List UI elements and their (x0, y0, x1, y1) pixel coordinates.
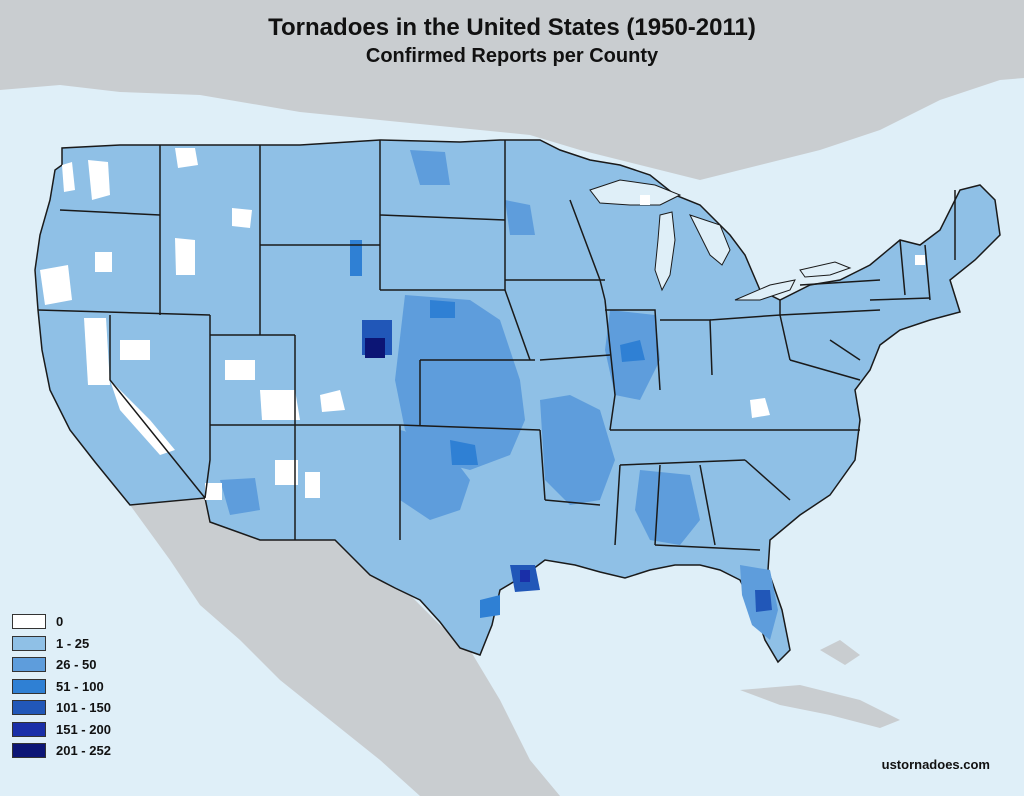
legend-swatch (12, 721, 46, 737)
legend-label: 1 - 25 (56, 635, 90, 651)
source-credit: ustornadoes.com (881, 757, 990, 772)
map-subtitle: Confirmed Reports per County (365, 45, 659, 67)
zero-count-counties (40, 148, 925, 500)
legend-item: 201 - 252 (12, 740, 111, 762)
legend-label: 26 - 50 (56, 657, 97, 673)
lake-huron (689, 214, 731, 266)
legend-swatch (12, 614, 46, 630)
legend-item: 26 - 50 (12, 654, 111, 676)
lake-ontario (799, 261, 852, 278)
bahamas-landmass (820, 640, 860, 665)
legend-label: 101 - 150 (56, 700, 111, 716)
legend-label: 51 - 100 (56, 678, 104, 694)
county-clusters (220, 150, 778, 640)
cuba-landmass (740, 685, 900, 728)
lake-erie (734, 279, 796, 301)
legend-label: 201 - 252 (56, 743, 111, 759)
legend-swatch (12, 657, 46, 673)
legend-item: 1 - 25 (12, 633, 111, 655)
map-title: Tornadoes in the United States (1950-201… (268, 14, 756, 41)
legend-label: 0 (56, 614, 64, 630)
legend-item: 0 (12, 611, 111, 633)
lake-superior (589, 179, 682, 206)
state-borders (37, 140, 956, 551)
canada-landmass (0, 0, 1024, 180)
legend-swatch (12, 743, 46, 759)
legend: 0 1 - 25 26 - 50 51 - 100 101 - 150 151 … (12, 611, 111, 762)
lake-michigan (654, 211, 676, 292)
legend-label: 151 - 200 (56, 721, 111, 737)
legend-swatch (12, 700, 46, 716)
legend-item: 101 - 150 (12, 697, 111, 719)
legend-swatch (12, 635, 46, 651)
legend-item: 51 - 100 (12, 676, 111, 698)
legend-item: 151 - 200 (12, 719, 111, 741)
legend-swatch (12, 678, 46, 694)
mexico-landmass (130, 498, 560, 796)
